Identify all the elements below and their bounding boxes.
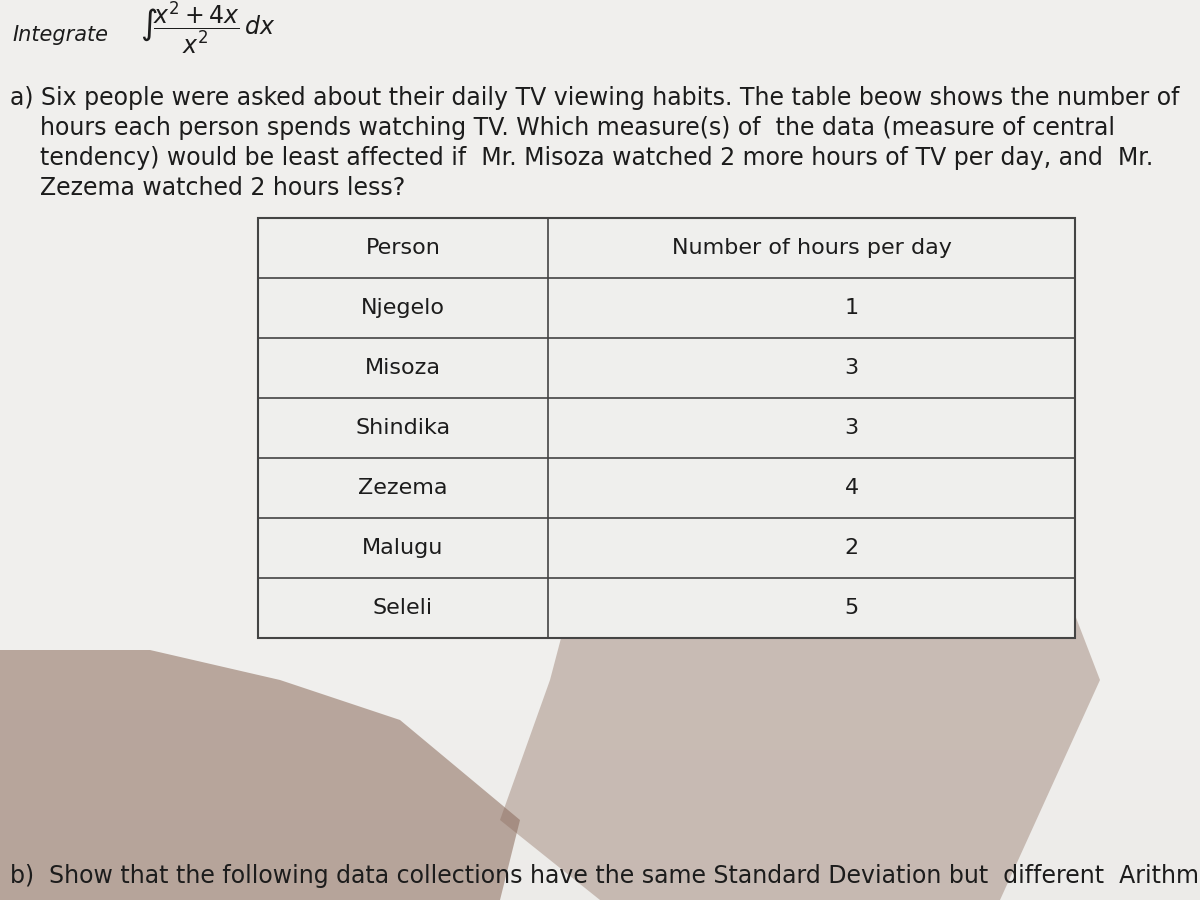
Text: $\int\!\dfrac{x^2 + 4x}{x^2}\,dx$: $\int\!\dfrac{x^2 + 4x}{x^2}\,dx$: [140, 0, 276, 57]
Text: tendency) would be least affected if  Mr. Misoza watched 2 more hours of TV per : tendency) would be least affected if Mr.…: [10, 146, 1153, 170]
Text: Number of hours per day: Number of hours per day: [672, 238, 952, 258]
FancyBboxPatch shape: [0, 770, 1200, 780]
Text: 3: 3: [845, 418, 858, 438]
Text: 3: 3: [845, 358, 858, 378]
Text: 5: 5: [845, 598, 859, 618]
FancyBboxPatch shape: [0, 850, 1200, 860]
FancyBboxPatch shape: [0, 880, 1200, 890]
Text: b)  Show that the following data collections have the same Standard Deviation bu: b) Show that the following data collecti…: [10, 864, 1199, 888]
Polygon shape: [0, 650, 520, 900]
Text: Zezema watched 2 hours less?: Zezema watched 2 hours less?: [10, 176, 406, 200]
FancyBboxPatch shape: [0, 800, 1200, 810]
Text: a) Six people were asked about their daily TV viewing habits. The table beow sho: a) Six people were asked about their dai…: [10, 86, 1180, 110]
Text: Njegelo: Njegelo: [361, 298, 445, 318]
FancyBboxPatch shape: [258, 218, 1075, 638]
Text: 1: 1: [845, 298, 858, 318]
FancyBboxPatch shape: [0, 810, 1200, 820]
FancyBboxPatch shape: [0, 820, 1200, 830]
Text: 2: 2: [845, 538, 858, 558]
Text: Person: Person: [366, 238, 440, 258]
FancyBboxPatch shape: [0, 870, 1200, 880]
Text: Misoza: Misoza: [365, 358, 442, 378]
Text: 4: 4: [845, 478, 858, 498]
Text: Zezema: Zezema: [359, 478, 448, 498]
FancyBboxPatch shape: [0, 780, 1200, 790]
Text: Malugu: Malugu: [362, 538, 444, 558]
FancyBboxPatch shape: [0, 830, 1200, 840]
Polygon shape: [500, 450, 1100, 900]
Text: hours each person spends watching TV. Which measure(s) of  the data (measure of : hours each person spends watching TV. Wh…: [10, 116, 1115, 140]
FancyBboxPatch shape: [0, 840, 1200, 850]
FancyBboxPatch shape: [0, 860, 1200, 870]
Text: Integrate: Integrate: [12, 25, 108, 45]
Text: Seleli: Seleli: [373, 598, 433, 618]
Text: Shindika: Shindika: [355, 418, 450, 438]
FancyBboxPatch shape: [0, 790, 1200, 800]
FancyBboxPatch shape: [0, 890, 1200, 900]
